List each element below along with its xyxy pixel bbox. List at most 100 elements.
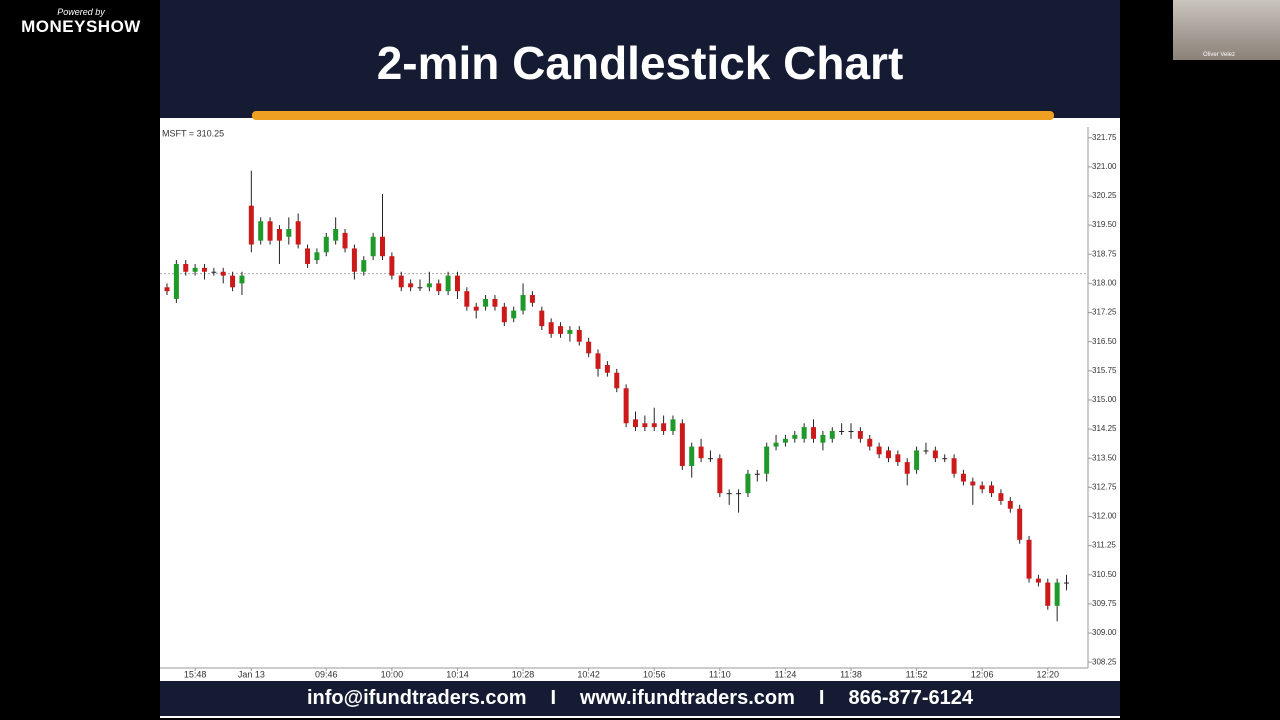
candle-body	[698, 446, 704, 459]
y-tick-label: 312.00	[1092, 512, 1117, 521]
candle-body	[764, 446, 770, 474]
y-tick-label: 311.25	[1092, 541, 1116, 550]
accent-bar	[252, 111, 1054, 120]
candle-body	[201, 267, 207, 272]
candle-body	[492, 298, 498, 307]
candle-body	[811, 427, 817, 439]
candle-body	[417, 287, 423, 289]
candle-body	[726, 493, 732, 495]
candle-body	[426, 283, 432, 288]
candle-body	[483, 298, 489, 307]
y-tick-label: 312.75	[1092, 482, 1117, 491]
x-tick-label: 12:06	[971, 669, 994, 679]
candle-body	[661, 423, 667, 432]
candle-body	[820, 434, 826, 443]
candle-body	[248, 205, 254, 245]
candle-body	[305, 248, 311, 264]
candle-body	[558, 326, 564, 334]
candle-body	[164, 287, 170, 292]
y-tick-label: 315.00	[1092, 395, 1117, 404]
candle-body	[286, 229, 292, 237]
candle-body	[295, 221, 301, 245]
x-tick-label: 10:00	[381, 669, 404, 679]
candle-body	[670, 419, 676, 432]
candle-body	[398, 275, 404, 288]
y-tick-label: 308.25	[1092, 657, 1117, 666]
candle-body	[548, 322, 554, 334]
candle-body	[1017, 508, 1023, 540]
y-tick-label: 310.50	[1092, 570, 1117, 579]
candle-body	[501, 306, 507, 323]
candle-body	[651, 423, 657, 428]
x-tick-label: 10:28	[512, 669, 535, 679]
footer-item: www.ifundtraders.com	[580, 687, 795, 709]
candle-body	[323, 236, 329, 253]
candle-body	[333, 229, 339, 241]
candle-body	[970, 481, 976, 486]
candle-body	[1045, 582, 1051, 606]
candle-body	[839, 431, 845, 433]
candle-body	[408, 283, 414, 288]
candle-body	[998, 493, 1004, 501]
footer-item: I	[818, 687, 825, 709]
x-tick-label: 11:10	[709, 669, 731, 679]
candle-body	[230, 275, 236, 288]
candle-body	[511, 310, 517, 319]
candle-body	[436, 283, 442, 292]
candle-body	[220, 271, 226, 276]
candle-body	[539, 310, 545, 327]
x-tick-label: 11:38	[840, 669, 862, 679]
y-tick-label: 321.75	[1092, 133, 1117, 142]
candle-body	[979, 485, 985, 490]
candle-body	[914, 450, 920, 470]
candle-body	[679, 423, 685, 466]
candle-body	[923, 450, 929, 452]
candle-body	[932, 450, 938, 459]
symbol-label: MSFT = 310.25	[162, 128, 224, 138]
candle-body	[848, 431, 854, 433]
candle-body	[586, 341, 592, 354]
candle-body	[520, 295, 526, 311]
candle-body	[857, 431, 863, 439]
candle-body	[192, 267, 198, 272]
candle-body	[380, 236, 386, 257]
x-tick-label: 10:56	[643, 669, 666, 679]
candle-body	[829, 431, 835, 439]
candle-body	[389, 256, 395, 276]
candle-body	[801, 427, 807, 439]
y-tick-label: 313.50	[1092, 453, 1117, 462]
candle-body	[942, 458, 948, 460]
candle-body	[951, 458, 957, 474]
candle-body	[342, 232, 348, 249]
candle-body	[633, 419, 638, 428]
candle-body	[361, 260, 367, 272]
candle-body	[314, 252, 320, 261]
candle-body	[754, 473, 760, 475]
candle-body	[745, 473, 751, 494]
candle-body	[370, 236, 376, 257]
candle-body	[717, 458, 723, 494]
candle-body	[258, 221, 264, 241]
candle-body	[782, 438, 788, 443]
candle-body	[473, 306, 479, 311]
candle-body	[454, 275, 460, 292]
candle-body	[689, 446, 695, 466]
candle-body	[351, 248, 357, 272]
candle-body	[567, 330, 573, 334]
candle-body	[173, 263, 179, 299]
candle-body	[614, 372, 620, 389]
candle-body	[1054, 582, 1060, 606]
y-tick-label: 318.00	[1092, 279, 1117, 288]
candle-body	[895, 454, 901, 463]
webcam-video: Oliver Velez	[1173, 0, 1280, 60]
candle-body	[595, 353, 601, 369]
x-tick-label: 11:24	[774, 669, 796, 679]
candle-body	[276, 229, 282, 241]
candle-body	[623, 388, 629, 424]
candle-body	[1007, 500, 1013, 509]
candle-body	[183, 263, 189, 272]
candle-body	[904, 462, 910, 474]
candle-body	[464, 291, 470, 307]
candle-body	[604, 364, 610, 373]
candle-body	[529, 295, 535, 303]
